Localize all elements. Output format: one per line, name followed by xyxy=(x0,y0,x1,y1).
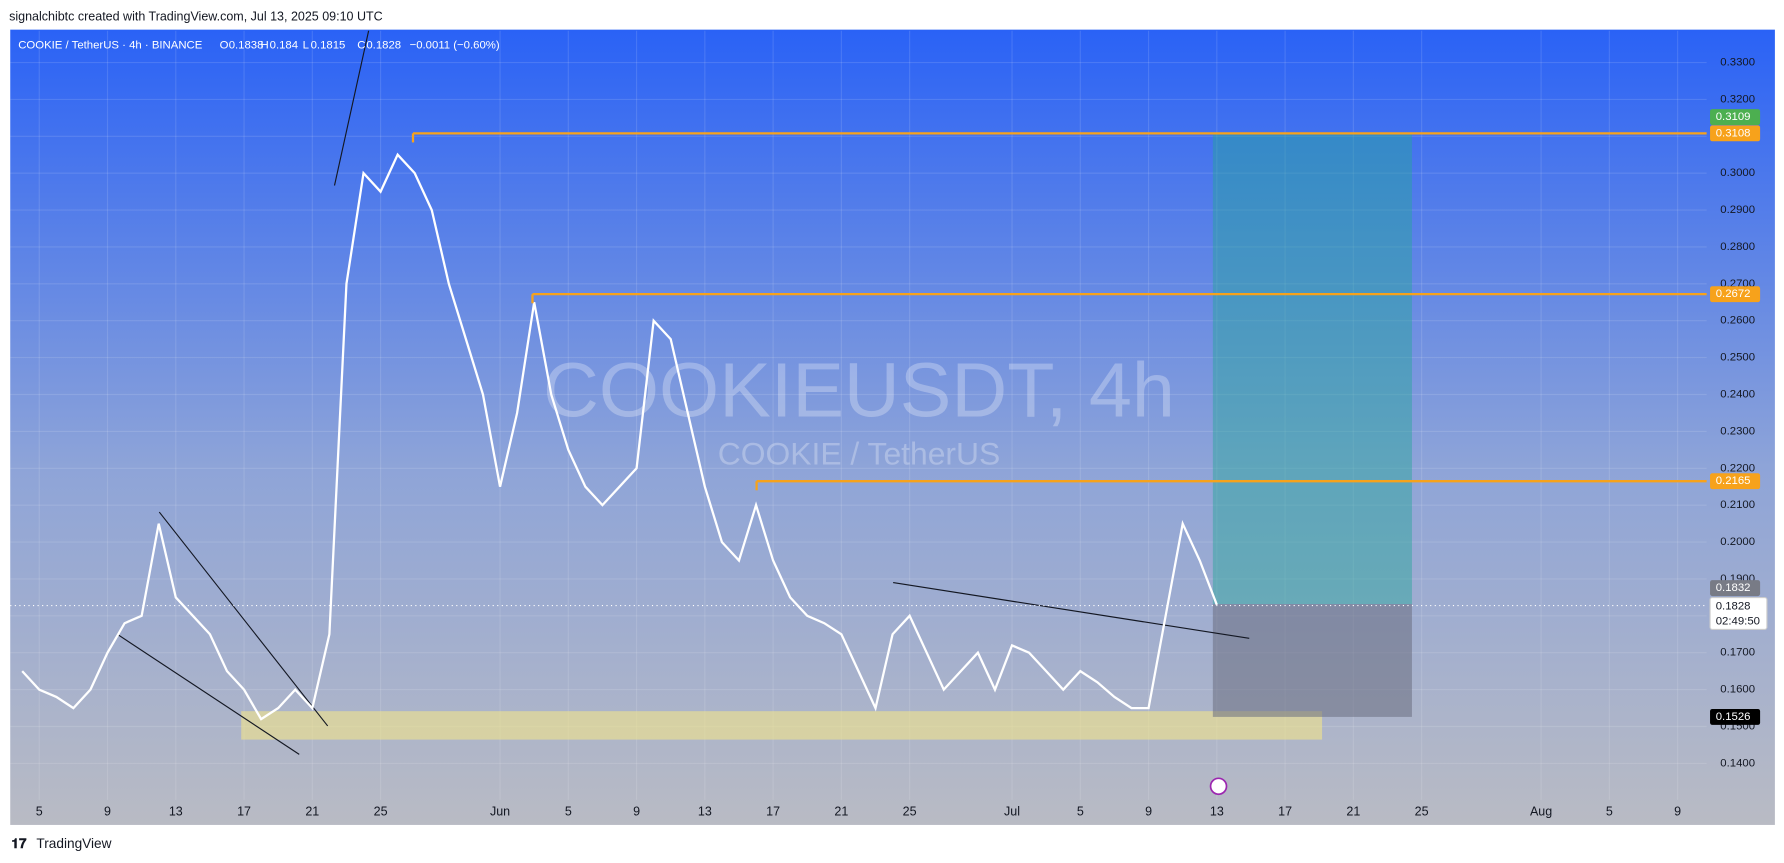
x-tick-label: 25 xyxy=(374,805,388,819)
x-tick-label: 5 xyxy=(1606,805,1613,819)
y-tick-label: 0.2800 xyxy=(1720,241,1755,253)
x-tick-label: 13 xyxy=(698,805,712,819)
open: 0.1838 xyxy=(229,40,264,52)
countdown: 02:49:50 xyxy=(1716,615,1760,627)
x-tick-label: 21 xyxy=(1346,805,1360,819)
y-tick-label: 0.1600 xyxy=(1720,684,1755,696)
x-tick-label: 25 xyxy=(1415,805,1429,819)
y-tick-label: 0.2600 xyxy=(1720,315,1755,327)
y-tick-label: 0.3000 xyxy=(1720,167,1755,179)
y-tick-label: 0.2200 xyxy=(1720,462,1755,474)
y-tick-label: 0.3300 xyxy=(1720,57,1755,69)
price-tag xyxy=(1710,473,1761,490)
x-tick-label: 9 xyxy=(1674,805,1681,819)
y-tick-label: 0.1400 xyxy=(1720,757,1755,769)
symbol: COOKIE / TetherUS · 4h · BINANCE xyxy=(18,40,203,52)
price-tag-label: 0.1526 xyxy=(1716,711,1751,723)
high: 0.184 xyxy=(270,40,298,52)
target-tag-label: 0.3109 xyxy=(1716,111,1751,123)
y-tick-label: 0.3200 xyxy=(1720,93,1755,105)
x-tick-label: 25 xyxy=(903,805,917,819)
x-tick-label: 21 xyxy=(305,805,319,819)
price-tag xyxy=(1710,708,1761,725)
price-tag xyxy=(1710,286,1761,303)
x-tick-label: 13 xyxy=(169,805,183,819)
x-tick-label: 9 xyxy=(104,805,111,819)
price-tag-label: 0.3108 xyxy=(1716,127,1751,139)
trendline xyxy=(893,582,1250,639)
legend: COOKIE / TetherUS · 4h · BINANCE O 0.183… xyxy=(18,40,500,52)
price-tag xyxy=(1710,125,1761,142)
y-tick-label: 0.2300 xyxy=(1720,425,1755,437)
l-label: L xyxy=(303,40,309,52)
y-tick-label: 0.2000 xyxy=(1720,536,1755,548)
x-tick-label: Jul xyxy=(1004,805,1020,819)
h-label: H xyxy=(261,40,269,52)
price-tag-label: 0.2672 xyxy=(1716,288,1751,300)
last-price-label: 0.1828 xyxy=(1716,601,1751,613)
x-tick-label: 5 xyxy=(565,805,572,819)
low: 0.1815 xyxy=(311,40,346,52)
trendline xyxy=(118,634,300,755)
y-tick-label: 0.2400 xyxy=(1720,389,1755,401)
brand: TradingView xyxy=(36,836,111,851)
trendline xyxy=(333,30,370,186)
x-tick-label: 17 xyxy=(1278,805,1292,819)
y-tick-label: 0.1500 xyxy=(1720,721,1755,733)
last-price-tag xyxy=(1709,596,1768,630)
y-tick-label: 0.2100 xyxy=(1720,499,1755,511)
support-zone xyxy=(241,711,1323,740)
price-line xyxy=(21,152,1218,721)
y-tick-label: 0.2900 xyxy=(1720,204,1755,216)
x-tick-label: 5 xyxy=(1077,805,1084,819)
x-tick-label: Jun xyxy=(490,805,510,819)
y-tick-label: 0.1700 xyxy=(1720,647,1755,659)
loss-zone xyxy=(1212,604,1412,717)
x-tick-label: 17 xyxy=(237,805,251,819)
x-tick-label: 21 xyxy=(834,805,848,819)
target-tag xyxy=(1710,109,1761,126)
watermark-subtitle: COOKIE / TetherUS xyxy=(718,436,1001,472)
x-tick-label: 13 xyxy=(1210,805,1224,819)
close: 0.1828 xyxy=(366,40,401,52)
entry-tag xyxy=(1710,580,1761,597)
x-tick-label: 17 xyxy=(766,805,780,819)
y-tick-label: 0.2500 xyxy=(1720,352,1755,364)
c-label: C xyxy=(357,40,365,52)
entry-tag-label: 0.1832 xyxy=(1716,582,1751,594)
x-tick-label: 5 xyxy=(36,805,43,819)
x-tick-label: 9 xyxy=(1145,805,1152,819)
trendline xyxy=(158,511,329,727)
x-tick-label: Aug xyxy=(1530,805,1552,819)
change: −0.0011 (−0.60%) xyxy=(410,40,500,52)
price-tag-label: 0.2165 xyxy=(1716,475,1751,487)
event-icon xyxy=(1209,777,1228,796)
chart-bg xyxy=(10,29,1775,825)
x-tick-label: 9 xyxy=(633,805,640,819)
profit-zone xyxy=(1212,132,1412,605)
brand-logo: 𝟏𝟕 xyxy=(11,836,27,851)
o-label: O xyxy=(220,40,229,52)
attribution: signalchibtc created with TradingView.co… xyxy=(9,9,383,23)
